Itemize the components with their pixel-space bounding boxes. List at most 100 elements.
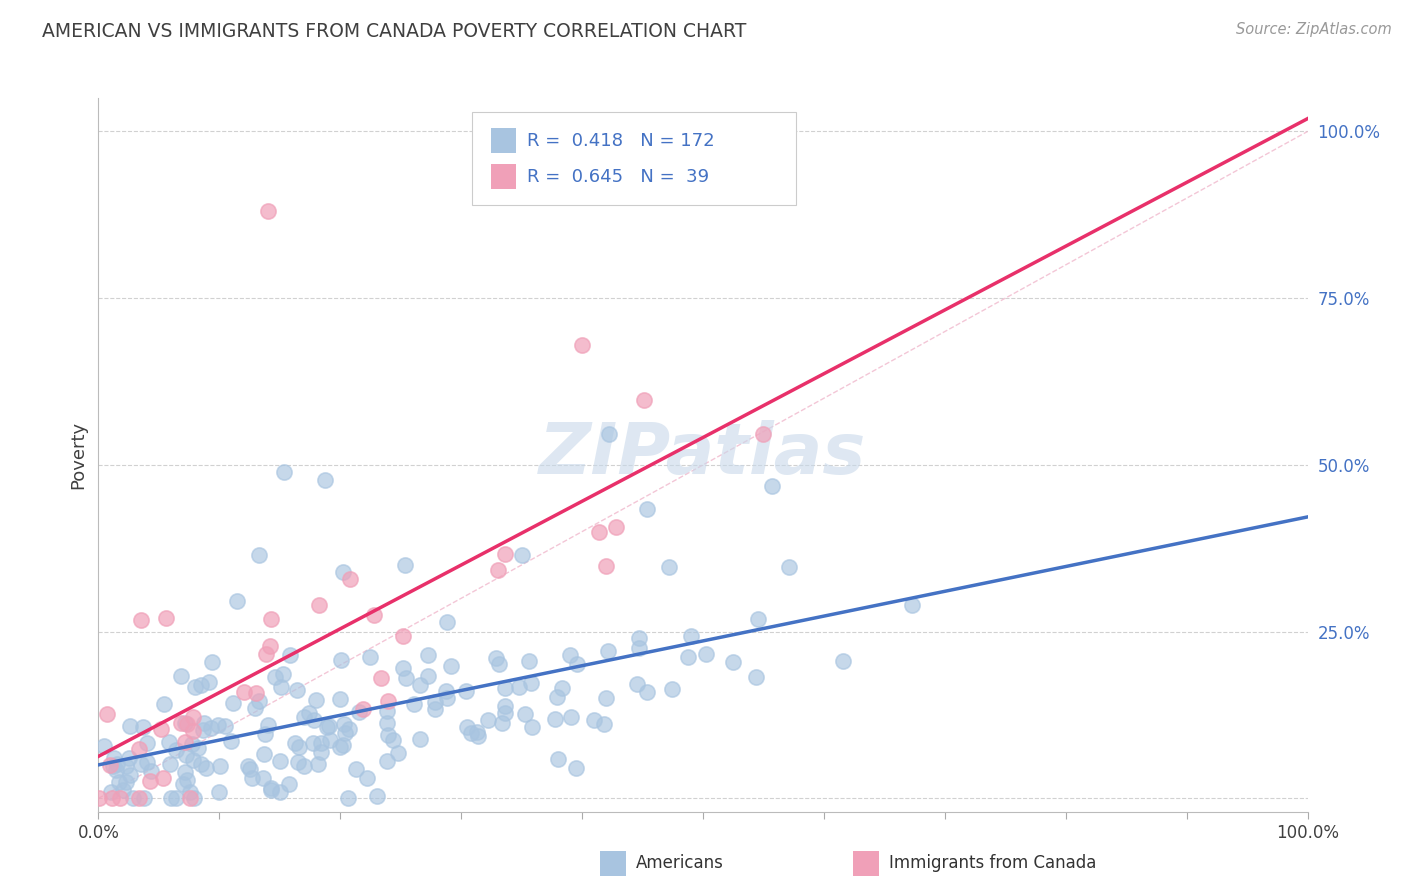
Point: [200, 722, 222, 736]
Point: [222, 696, 245, 710]
Point: [273, 466, 295, 480]
Point: [626, 677, 648, 691]
Point: [128, 742, 150, 756]
Point: [245, 686, 267, 700]
Point: [387, 746, 409, 760]
Y-axis label: Poverty: Poverty: [69, 421, 87, 489]
Point: [494, 699, 516, 714]
Point: [375, 755, 398, 769]
Point: [129, 613, 152, 627]
Point: [314, 473, 336, 487]
Point: [571, 338, 593, 352]
Point: [157, 734, 180, 748]
Point: [681, 629, 703, 643]
Point: [270, 680, 292, 694]
Point: [456, 720, 478, 734]
Point: [592, 717, 614, 731]
Point: [232, 685, 254, 699]
Point: [508, 681, 530, 695]
Point: [114, 758, 136, 772]
Point: [254, 647, 277, 661]
Point: [316, 720, 339, 734]
Point: [305, 693, 328, 707]
Point: [221, 734, 243, 748]
Point: [194, 762, 217, 776]
Point: [418, 648, 440, 662]
Point: [292, 759, 315, 773]
Point: [89, 791, 111, 805]
Point: [159, 757, 181, 772]
Point: [423, 695, 446, 709]
Point: [370, 671, 392, 685]
Point: [160, 791, 183, 805]
Point: [101, 791, 124, 805]
Point: [339, 572, 361, 586]
Point: [190, 678, 212, 692]
Point: [247, 694, 270, 708]
Point: [605, 520, 627, 534]
Point: [181, 753, 204, 767]
Point: [173, 735, 195, 749]
Text: AMERICAN VS IMMIGRANTS FROM CANADA POVERTY CORRELATION CHART: AMERICAN VS IMMIGRANTS FROM CANADA POVER…: [42, 22, 747, 41]
Point: [628, 632, 651, 646]
Point: [110, 791, 132, 805]
Point: [377, 728, 399, 742]
Point: [402, 697, 425, 711]
Point: [359, 649, 381, 664]
Point: [309, 745, 332, 759]
Point: [115, 775, 138, 789]
Point: [550, 681, 572, 695]
Point: [257, 717, 280, 731]
Point: [333, 717, 356, 731]
Point: [560, 710, 582, 724]
Point: [510, 548, 533, 562]
Point: [122, 791, 145, 805]
Point: [264, 670, 287, 684]
Point: [392, 629, 415, 643]
Point: [330, 653, 353, 667]
Point: [166, 791, 188, 805]
Point: [252, 771, 274, 785]
Point: [278, 648, 301, 663]
Point: [184, 680, 207, 694]
Point: [319, 733, 342, 747]
Text: R =  0.645   N =  39: R = 0.645 N = 39: [527, 168, 709, 186]
Point: [101, 758, 124, 772]
Point: [513, 707, 536, 722]
Point: [207, 718, 229, 732]
Point: [485, 651, 508, 665]
Point: [409, 678, 432, 692]
Point: [333, 726, 356, 740]
Point: [377, 704, 399, 718]
Point: [329, 691, 352, 706]
Point: [165, 743, 187, 757]
Point: [494, 547, 516, 561]
Point: [179, 791, 201, 805]
Point: [198, 675, 221, 690]
Point: [271, 667, 294, 681]
Point: [302, 736, 325, 750]
Point: [93, 739, 115, 753]
Point: [558, 648, 581, 663]
Point: [108, 775, 131, 789]
Point: [260, 782, 283, 797]
Point: [139, 764, 162, 778]
Point: [520, 675, 543, 690]
Text: R =  0.418   N = 172: R = 0.418 N = 172: [527, 132, 714, 150]
Point: [547, 752, 569, 766]
Point: [901, 598, 924, 612]
Point: [721, 656, 744, 670]
Point: [176, 773, 198, 788]
Point: [546, 690, 568, 704]
Point: [214, 719, 236, 733]
Point: [477, 714, 499, 728]
Point: [287, 755, 309, 769]
Point: [183, 723, 205, 738]
Point: [460, 726, 482, 740]
Point: [170, 716, 193, 731]
Point: [394, 558, 416, 573]
Text: Americans: Americans: [636, 855, 724, 872]
Point: [253, 747, 276, 761]
Point: [288, 739, 311, 754]
Point: [745, 670, 768, 684]
